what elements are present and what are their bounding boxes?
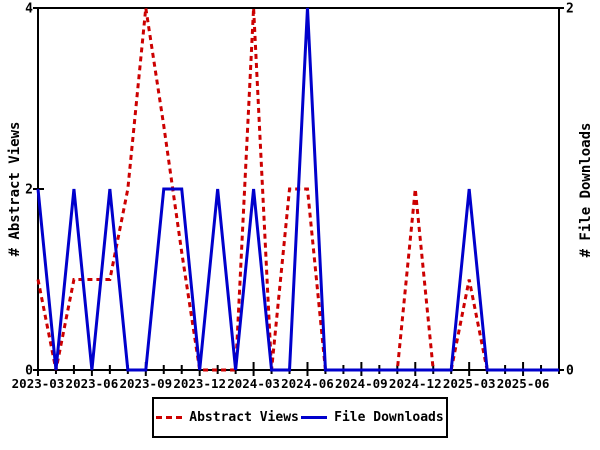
x-tick-label: 2025-06 bbox=[497, 376, 550, 391]
x-tick-label: 2024-12 bbox=[389, 376, 442, 391]
y-left-tick-label: 0 bbox=[25, 364, 33, 379]
y-left-tick-label: 4 bbox=[25, 2, 33, 17]
abstract-views-line-sample-icon bbox=[156, 416, 183, 419]
x-tick-label: 2024-03 bbox=[227, 376, 280, 391]
right-axis-title: # File Downloads bbox=[578, 122, 594, 258]
file-downloads-line bbox=[36, 7, 559, 372]
legend-label-abstract-views: Abstract Views bbox=[189, 410, 299, 425]
legend-entry-abstract-views: Abstract Views bbox=[156, 410, 299, 425]
x-tick-label: 2024-06 bbox=[281, 376, 334, 391]
x-tick-label: 2023-12 bbox=[173, 376, 226, 391]
x-tick-label: 2023-09 bbox=[119, 376, 172, 391]
y-left-tick-label: 2 bbox=[25, 183, 33, 198]
legend-entry-file-downloads: File Downloads bbox=[301, 410, 444, 425]
legend-label-file-downloads: File Downloads bbox=[334, 410, 444, 425]
y-right-tick-label: 2 bbox=[566, 2, 574, 17]
x-tick-label: 2023-03 bbox=[12, 376, 65, 391]
y-right-tick-label: 0 bbox=[566, 364, 574, 379]
file-downloads-line-sample-icon bbox=[301, 416, 328, 419]
left-axis-title: # Abstract Views bbox=[7, 121, 23, 257]
x-tick-label: 2025-03 bbox=[443, 376, 496, 391]
x-tick-label: 2023-06 bbox=[66, 376, 119, 391]
legend: Abstract Views File Downloads bbox=[152, 397, 448, 438]
x-tick-label: 2024-09 bbox=[335, 376, 388, 391]
